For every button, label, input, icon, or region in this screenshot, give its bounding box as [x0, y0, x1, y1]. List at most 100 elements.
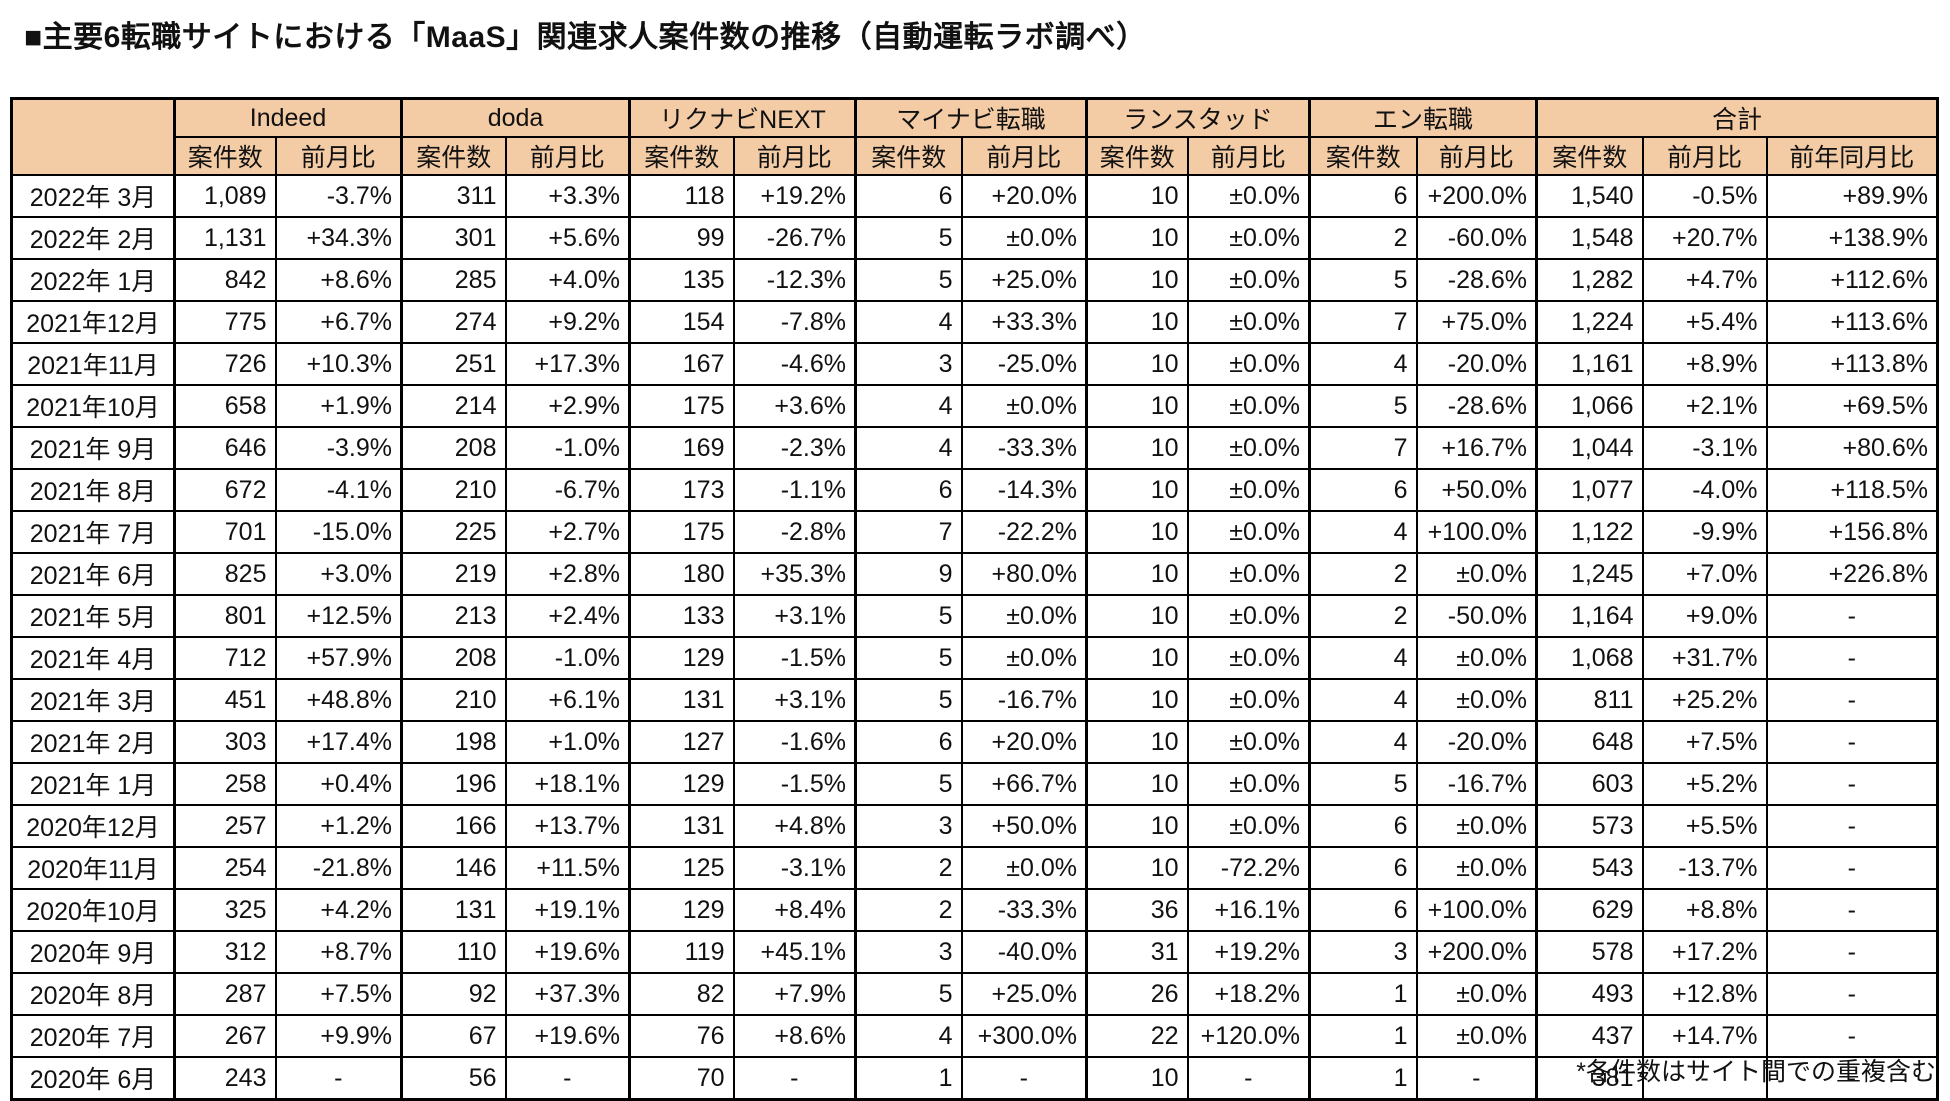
table-cell: ±0.0% [1415, 972, 1538, 1016]
table-cell: +7.0% [1641, 552, 1768, 596]
table-cell: - [1186, 1056, 1311, 1101]
table-row: 2021年 8月 672 -4.1% 210 -6.7% 173 -1.1% 6 -14.3% 1… [10, 468, 1939, 512]
table-cell: +100.0% [1415, 510, 1538, 554]
table-cell: 672 [173, 468, 277, 512]
row-month: 2021年 3月 [10, 678, 176, 722]
table-cell: ±0.0% [1415, 846, 1538, 890]
table-cell: +5.2% [1641, 762, 1768, 806]
table-row: 2022年 3月 1,089 -3.7% 311 +3.3% 118 +19.2% 6 +20.… [10, 174, 1939, 218]
table-cell: 811 [1535, 678, 1644, 722]
table-row: 2021年 6月 825 +3.0% 219 +2.8% 180 +35.3% 9 +80.0%… [10, 552, 1939, 596]
table-cell: 4 [854, 1014, 963, 1058]
table-cell: 99 [628, 216, 735, 260]
table-cell: 146 [400, 846, 507, 890]
table-cell: 10 [1085, 762, 1189, 806]
table-cell: ±0.0% [960, 384, 1088, 428]
table-cell: +3.6% [732, 384, 857, 428]
table-cell: +35.3% [732, 552, 857, 596]
table-cell: 208 [400, 426, 507, 470]
table-cell: 5 [1308, 762, 1418, 806]
table-cell: -1.5% [732, 636, 857, 680]
table-cell: 26 [1085, 972, 1189, 1016]
table-cell: 10 [1085, 594, 1189, 638]
table-cell: +113.6% [1765, 300, 1939, 344]
table-cell: - [1765, 594, 1939, 638]
table-cell: -20.0% [1415, 720, 1538, 764]
table-cell: ±0.0% [1415, 678, 1538, 722]
group-header-indeed: Indeed [173, 97, 403, 138]
table-cell: 5 [854, 972, 963, 1016]
table-cell: +7.5% [274, 972, 403, 1016]
table-cell: 712 [173, 636, 277, 680]
table-cell: -3.1% [732, 846, 857, 890]
table-cell: 56 [400, 1056, 507, 1101]
table-row: 2021年 7月 701 -15.0% 225 +2.7% 175 -2.8% 7 -22.2%… [10, 510, 1939, 554]
table-cell: - [504, 1056, 631, 1101]
table-row: 2020年 6月 243-56-70-1-10-1-381- - [10, 1056, 1939, 1101]
table-cell: -22.2% [960, 510, 1088, 554]
col-header-doda-count: 案件数 [400, 136, 507, 176]
table-cell: 646 [173, 426, 277, 470]
table-cell: +156.8% [1765, 510, 1939, 554]
table-cell: -1.0% [504, 426, 631, 470]
group-header-total: 合計 [1535, 97, 1939, 138]
table-cell: 7 [1308, 300, 1418, 344]
table-cell: +75.0% [1415, 300, 1538, 344]
table-cell: 131 [628, 678, 735, 722]
row-month: 2021年 4月 [10, 636, 176, 680]
row-month: 2021年 2月 [10, 720, 176, 764]
table-cell: 5 [854, 636, 963, 680]
table-cell: - [1415, 1056, 1538, 1101]
table-cell: 10 [1085, 384, 1189, 428]
table-cell: +12.5% [274, 594, 403, 638]
table-cell: +16.1% [1186, 888, 1311, 932]
table-cell: +80.0% [960, 552, 1088, 596]
table-cell: -60.0% [1415, 216, 1538, 260]
table-cell: +66.7% [960, 762, 1088, 806]
row-month: 2022年 1月 [10, 258, 176, 302]
corner-cell [10, 97, 176, 176]
col-header-total-count: 案件数 [1535, 136, 1644, 176]
table-cell: 213 [400, 594, 507, 638]
table-cell: 6 [854, 720, 963, 764]
table-cell: +48.8% [274, 678, 403, 722]
table-cell: +200.0% [1415, 930, 1538, 974]
table-cell: +9.2% [504, 300, 631, 344]
table-cell: ±0.0% [960, 636, 1088, 680]
table-cell: +3.3% [504, 174, 631, 218]
table-cell: 7 [854, 510, 963, 554]
table-cell: +16.7% [1415, 426, 1538, 470]
table-cell: -33.3% [960, 888, 1088, 932]
table-cell: 1 [854, 1056, 963, 1101]
row-month: 2021年 8月 [10, 468, 176, 512]
table-cell: - [1765, 804, 1939, 848]
table-cell: 1,282 [1535, 258, 1644, 302]
table-cell: 210 [400, 678, 507, 722]
table-cell: ±0.0% [1186, 468, 1311, 512]
table-cell: 825 [173, 552, 277, 596]
table-cell: 6 [854, 468, 963, 512]
col-header-rikunabi-next-mom: 前月比 [732, 136, 857, 176]
table-cell: 5 [854, 258, 963, 302]
table-cell: 10 [1085, 216, 1189, 260]
table-row: 2021年 4月 712 +57.9% 208 -1.0% 129 -1.5% 5 ±0.0% 1… [10, 636, 1939, 680]
table-header: Indeed doda リクナビNEXT マイナビ転職 ランスタッド エン転職 合計 案件数前… [10, 97, 1939, 176]
table-cell: 82 [628, 972, 735, 1016]
page-title: ■主要6転職サイトにおける「MaaS」関連求人案件数の推移（自動運転ラボ調べ） [24, 21, 1147, 54]
row-month: 2020年11月 [10, 846, 176, 890]
table-cell: 6 [1308, 468, 1418, 512]
table-cell: 381 [1535, 1056, 1644, 1101]
table-cell: 1,548 [1535, 216, 1644, 260]
table-row: 2020年11月 254 -21.8% 146 +11.5% 125 -3.1% 2 ±0.0%… [10, 846, 1939, 890]
table-cell: 5 [854, 678, 963, 722]
col-header-mynavi-tenshoku-count: 案件数 [854, 136, 963, 176]
table-cell: 2 [1308, 594, 1418, 638]
table-cell: +8.6% [274, 258, 403, 302]
table-cell: 3 [854, 342, 963, 386]
table-cell: -28.6% [1415, 258, 1538, 302]
table-cell: 210 [400, 468, 507, 512]
table-cell: +112.6% [1765, 258, 1939, 302]
table-cell: +13.7% [504, 804, 631, 848]
table-cell: 169 [628, 426, 735, 470]
table-cell: 437 [1535, 1014, 1644, 1058]
